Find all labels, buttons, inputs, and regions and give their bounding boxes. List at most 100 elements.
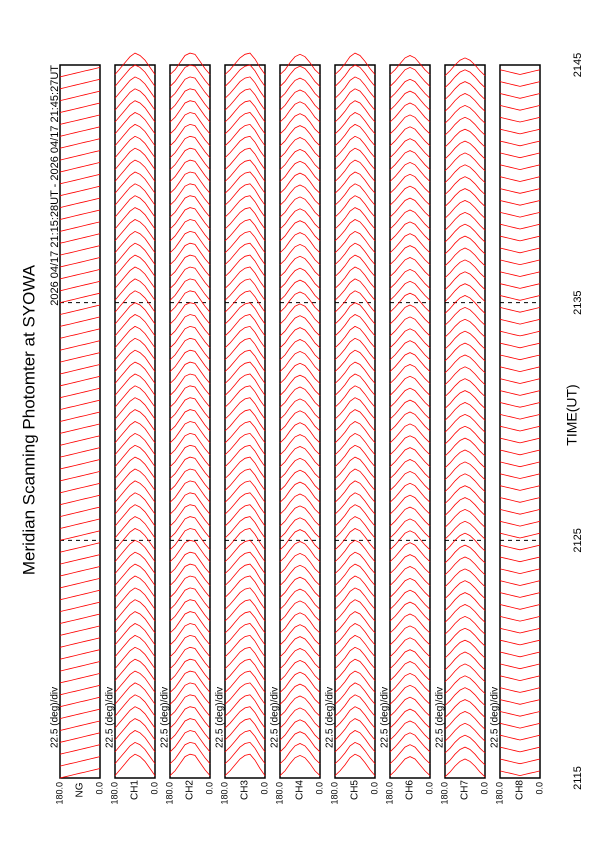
scan-trace <box>389 352 431 372</box>
scan-trace <box>334 76 376 99</box>
scan-trace <box>59 744 101 755</box>
scan-trace <box>279 232 321 254</box>
scan-trace <box>334 492 376 515</box>
scan-trace <box>279 53 321 75</box>
scan-trace <box>444 93 486 112</box>
scan-trace <box>169 421 211 444</box>
scan-trace <box>444 283 486 302</box>
y-tick-label: 0.0 <box>534 782 544 795</box>
x-tick-label: 2115 <box>572 766 584 790</box>
scan-trace <box>389 257 431 277</box>
scan-trace <box>224 468 266 491</box>
scan-trace <box>389 506 431 527</box>
scan-trace <box>59 114 101 125</box>
scan-trace <box>224 575 266 598</box>
y-tick-label: 0.0 <box>149 782 159 795</box>
scan-trace <box>444 188 486 207</box>
scan-trace <box>444 271 486 290</box>
scan-trace <box>59 185 101 197</box>
scan-trace <box>444 746 486 766</box>
scan-trace <box>499 449 541 456</box>
scan-trace <box>334 456 376 479</box>
scan-trace <box>389 542 431 562</box>
scan-trace <box>444 57 486 76</box>
scan-trace <box>169 682 211 705</box>
scan-trace <box>334 230 376 254</box>
scan-trace <box>169 516 211 539</box>
scan-trace <box>279 422 321 444</box>
scan-trace <box>499 164 541 171</box>
scan-trace <box>59 578 101 589</box>
scan-trace <box>114 195 156 218</box>
scan-trace <box>114 76 156 99</box>
scan-trace <box>224 123 266 147</box>
scan-trace <box>224 361 266 384</box>
scan-trace <box>389 138 431 158</box>
scan-trace <box>389 316 431 337</box>
scan-trace <box>389 245 431 265</box>
scan-trace <box>334 658 376 681</box>
scan-trace <box>499 200 541 206</box>
scan-trace <box>169 159 211 182</box>
scan-trace <box>169 599 211 622</box>
scan-trace <box>169 528 211 551</box>
scan-trace <box>59 316 101 327</box>
scan-trace <box>444 211 486 231</box>
scan-trace <box>224 337 266 360</box>
scan-trace <box>59 625 101 636</box>
scan-trace <box>444 734 486 754</box>
scan-trace <box>334 480 376 503</box>
scan-trace <box>279 220 321 242</box>
scan-trace <box>499 651 541 658</box>
scan-trace <box>279 457 321 479</box>
scan-trace <box>224 242 266 265</box>
y-tick-label: 0.0 <box>314 782 324 795</box>
scan-trace <box>389 494 431 515</box>
scan-trace <box>169 658 211 681</box>
scan-trace <box>444 235 486 255</box>
scan-trace <box>279 386 321 408</box>
scan-trace <box>279 600 321 622</box>
scan-trace <box>334 563 376 586</box>
y-tick-label: 180.0 <box>274 782 284 805</box>
scan-trace <box>334 611 376 634</box>
scan-trace <box>334 385 376 408</box>
scan-trace <box>389 150 431 170</box>
scan-trace <box>444 247 486 267</box>
scan-trace <box>499 366 541 373</box>
scan-trace <box>499 532 541 539</box>
scan-trace <box>224 302 266 325</box>
scan-trace <box>59 708 101 719</box>
scan-trace <box>334 551 376 574</box>
x-tick-label: 2125 <box>572 528 584 552</box>
scan-trace <box>114 219 156 242</box>
scan-trace <box>224 551 266 574</box>
scan-trace <box>279 576 321 598</box>
scan-trace <box>114 409 156 432</box>
scan-trace <box>334 183 376 206</box>
scan-trace <box>389 637 431 658</box>
scan-trace <box>444 580 486 599</box>
scan-trace <box>444 69 486 88</box>
scan-trace <box>499 675 541 682</box>
scan-trace <box>169 611 211 634</box>
scan-trace <box>224 670 266 693</box>
y-tick-label: 0.0 <box>259 782 269 795</box>
scan-trace <box>279 410 321 432</box>
scan-trace <box>114 599 156 622</box>
scan-trace <box>59 352 101 363</box>
scan-trace <box>224 325 266 349</box>
scan-trace <box>279 648 321 669</box>
scan-trace <box>279 137 321 158</box>
scan-trace <box>499 223 541 230</box>
scale-label: 22.5 (deg)/div <box>270 687 281 748</box>
scan-trace <box>499 69 541 75</box>
scan-trace <box>224 599 266 622</box>
scan-trace <box>279 291 321 313</box>
y-tick-label: 180.0 <box>54 782 64 805</box>
scan-trace <box>279 564 321 586</box>
scan-trace <box>279 208 321 230</box>
scan-trace <box>389 102 431 123</box>
scan-trace <box>114 516 156 539</box>
scan-trace <box>389 340 431 360</box>
